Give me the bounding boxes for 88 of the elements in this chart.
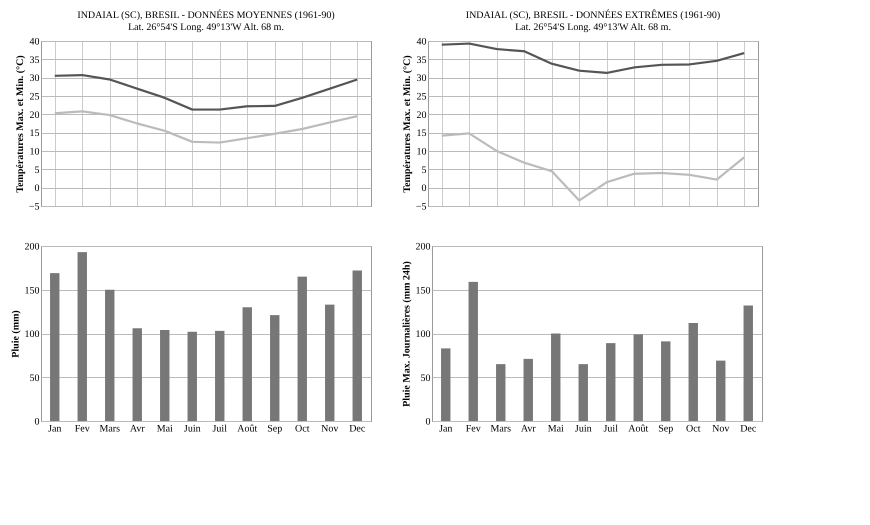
y-tick-label: 25	[416, 92, 426, 102]
y-tick-label: 25	[30, 92, 40, 102]
bar	[661, 341, 670, 421]
x-tick-label: Avr	[130, 424, 146, 434]
bar	[688, 323, 698, 421]
y-tick-label: 15	[416, 128, 426, 140]
y-axis-title: Pluie (mm)	[10, 310, 22, 358]
y-tick-label: 0	[422, 183, 426, 194]
bar	[551, 334, 560, 421]
y-tick-label: 100	[416, 329, 430, 340]
bar	[496, 364, 506, 421]
y-tick-label: 20	[416, 110, 426, 121]
x-tick-label: Juin	[184, 424, 201, 434]
bar	[50, 273, 60, 421]
y-tick-label: 150	[24, 285, 40, 296]
x-tick-label: Août	[628, 424, 648, 434]
x-tick-label: Fev	[466, 424, 481, 434]
y-tick-label: 30	[416, 73, 426, 84]
chart-subtitle: Lat. 26°54'S Long. 49°13'W Alt. 68 m.	[128, 22, 284, 33]
y-tick-label: 5	[34, 164, 40, 176]
y-tick-label: 35	[416, 54, 426, 66]
bar	[606, 343, 616, 421]
bar	[524, 358, 533, 421]
x-tick-label: Juin	[574, 424, 592, 434]
y-tick-label: 50	[420, 372, 430, 384]
y-tick-label: 150	[416, 285, 430, 296]
x-tick-label: Juil	[212, 424, 228, 434]
y-axis-title: Pluie Max. Journalières (mm 24h)	[402, 261, 412, 407]
x-tick-label: Dec	[349, 424, 366, 434]
bar	[716, 360, 726, 421]
x-tick-label: Août	[237, 424, 258, 434]
chart-title: INDAIAL (SC), BRESIL - DONNÉES EXTRÊMES (1961-90)	[466, 9, 720, 21]
x-tick-label: Fev	[74, 424, 90, 434]
bar	[468, 282, 478, 421]
bar	[744, 306, 753, 421]
y-axis-title: Températures Max. et Min. (°C)	[402, 55, 413, 193]
chart-title: INDAIAL (SC), BRESIL - DONNÉES MOYENNES (1961-90)	[77, 9, 335, 21]
bar	[188, 332, 197, 421]
x-tick-label: Avr	[520, 424, 536, 434]
y-tick-label: 30	[30, 73, 40, 84]
y-tick-label: 10	[30, 146, 40, 158]
bar	[132, 328, 142, 421]
bar	[242, 307, 252, 421]
line-series	[54, 74, 358, 111]
bar	[352, 270, 362, 421]
y-tick-label: 0	[34, 183, 40, 194]
x-tick-label: Nov	[712, 424, 730, 434]
x-tick-label: Dec	[740, 424, 757, 434]
line-series	[440, 42, 746, 74]
x-tick-label: Sep	[658, 424, 674, 434]
y-axis-title: Températures Max. et Min. (°C)	[14, 55, 26, 193]
bar	[215, 330, 224, 421]
y-tick-label: 10	[416, 146, 426, 158]
y-tick-label: −5	[416, 202, 426, 212]
bar	[325, 304, 334, 421]
y-tick-label: 0	[34, 416, 40, 428]
x-tick-label: Sep	[267, 424, 282, 434]
bar	[160, 330, 170, 421]
y-tick-label: 50	[30, 372, 40, 384]
bar	[578, 364, 588, 421]
x-tick-label: Jan	[439, 424, 452, 434]
x-tick-label: Mai	[548, 424, 564, 434]
bar	[270, 315, 280, 421]
x-tick-label: Mars	[99, 424, 120, 434]
x-tick-label: Mars	[490, 424, 512, 434]
x-tick-label: Juil	[604, 424, 618, 434]
y-tick-label: 5	[422, 164, 426, 176]
y-tick-label: 200	[24, 242, 40, 252]
x-tick-label: Mai	[156, 424, 174, 434]
y-tick-label: 40	[416, 36, 426, 48]
bar	[634, 334, 643, 421]
y-tick-label: 35	[30, 54, 40, 66]
x-tick-label: Jan	[48, 424, 62, 434]
x-tick-label: Nov	[321, 424, 338, 434]
x-tick-label: Oct	[686, 424, 701, 434]
bar	[105, 290, 114, 421]
y-tick-label: 200	[416, 242, 430, 252]
bar	[78, 252, 87, 421]
bar	[298, 276, 307, 421]
bar	[441, 348, 450, 421]
chart-subtitle: Lat. 26°54'S Long. 49°13'W Alt. 68 m.	[515, 22, 671, 33]
y-tick-label: 40	[30, 36, 40, 48]
y-tick-label: 15	[30, 128, 40, 140]
y-tick-label: 100	[24, 329, 40, 340]
y-tick-label: 20	[30, 110, 40, 121]
y-tick-label: 0	[426, 416, 430, 428]
x-tick-label: Oct	[295, 424, 310, 434]
y-tick-label: −5	[28, 202, 40, 212]
